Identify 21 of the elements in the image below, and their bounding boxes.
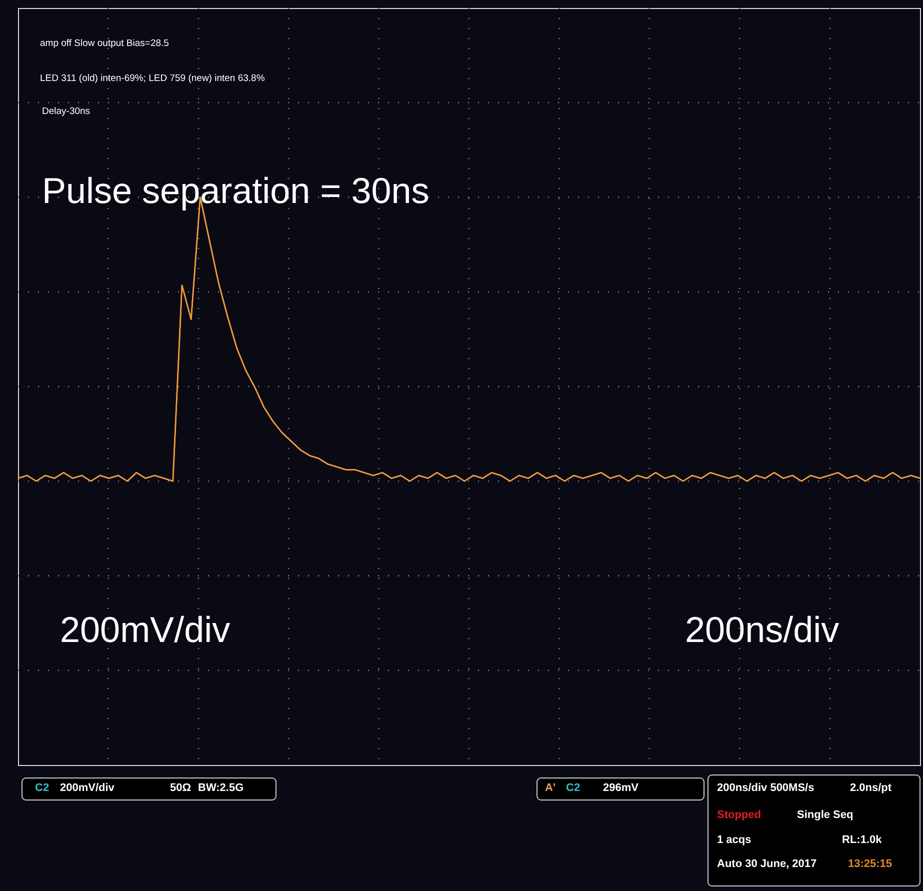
annotation: Pulse separation = 30ns bbox=[42, 170, 430, 211]
text: 296mV bbox=[603, 782, 640, 794]
text: 200ns/div 500MS/s bbox=[717, 782, 814, 794]
text: C2 bbox=[566, 782, 580, 794]
text: 2.0ns/pt bbox=[850, 782, 892, 794]
text: amp off Slow output Bias=28.5 bbox=[40, 38, 169, 49]
text: 200ns/div bbox=[685, 609, 840, 650]
text: Auto 30 June, 2017 bbox=[717, 858, 817, 870]
text: RL:1.0k bbox=[842, 834, 883, 846]
text: Delay-30ns bbox=[42, 106, 90, 117]
text: BW:2.5G bbox=[198, 782, 244, 794]
text: C2 bbox=[35, 782, 50, 794]
text: 13:25:15 bbox=[848, 858, 892, 870]
text: LED 311 (old) inten-69%; LED 759 (new) inten 63.8% bbox=[40, 73, 266, 84]
text: Stopped bbox=[717, 809, 761, 821]
text: Single Seq bbox=[797, 809, 854, 821]
text: A' bbox=[545, 782, 556, 794]
text: 200mV/div bbox=[60, 782, 116, 794]
text: 50Ω bbox=[170, 782, 192, 794]
text: 200mV/div bbox=[60, 609, 230, 650]
text: 1 acqs bbox=[717, 834, 752, 846]
